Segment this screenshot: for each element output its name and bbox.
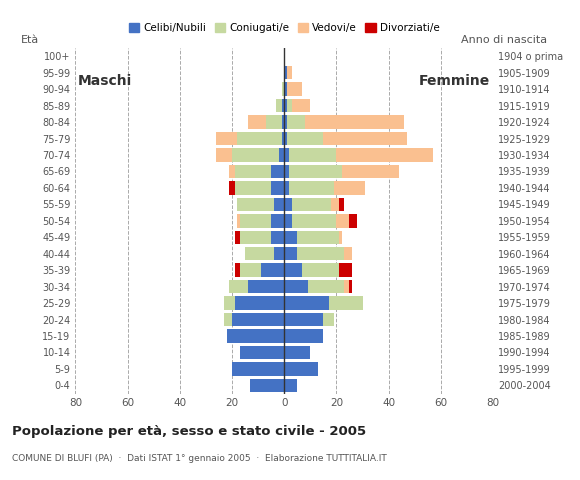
Bar <box>279 148 284 162</box>
Bar <box>245 247 274 261</box>
Bar <box>232 362 284 376</box>
Bar <box>216 132 237 145</box>
Bar <box>284 99 287 112</box>
Bar <box>282 83 284 96</box>
Bar <box>284 379 298 392</box>
Bar <box>284 280 308 293</box>
Bar <box>284 132 287 145</box>
Bar <box>289 148 336 162</box>
Bar <box>237 198 274 211</box>
Bar <box>282 99 284 112</box>
Bar <box>284 329 324 343</box>
Bar <box>287 83 303 96</box>
Bar <box>292 214 336 228</box>
Bar <box>216 148 232 162</box>
Bar <box>235 230 240 244</box>
Bar <box>224 313 232 326</box>
Bar <box>266 115 282 129</box>
Bar <box>282 132 284 145</box>
Bar <box>303 264 339 277</box>
Bar <box>274 247 284 261</box>
Bar <box>240 214 271 228</box>
Bar <box>284 247 298 261</box>
Bar <box>324 313 334 326</box>
Bar <box>345 247 352 261</box>
Bar <box>324 132 407 145</box>
Bar <box>230 181 235 194</box>
Bar <box>339 198 345 211</box>
Bar <box>349 280 352 293</box>
Bar <box>284 198 292 211</box>
Bar <box>230 280 248 293</box>
Bar <box>237 132 282 145</box>
Bar <box>282 115 284 129</box>
Bar <box>336 148 433 162</box>
Bar <box>287 99 292 112</box>
Bar <box>339 230 342 244</box>
Bar <box>271 165 284 178</box>
Bar <box>336 214 349 228</box>
Bar <box>232 148 279 162</box>
Bar <box>284 346 310 359</box>
Bar <box>251 379 284 392</box>
Bar <box>284 230 298 244</box>
Bar <box>287 66 292 79</box>
Bar <box>292 198 331 211</box>
Bar <box>232 313 284 326</box>
Bar <box>284 296 329 310</box>
Bar <box>289 181 334 194</box>
Bar <box>274 198 284 211</box>
Bar <box>329 296 362 310</box>
Bar <box>227 329 284 343</box>
Bar <box>240 230 271 244</box>
Bar <box>235 264 240 277</box>
Bar <box>284 148 289 162</box>
Bar <box>334 181 365 194</box>
Bar <box>261 264 284 277</box>
Bar <box>284 66 287 79</box>
Bar <box>230 165 235 178</box>
Bar <box>305 115 404 129</box>
Bar <box>308 280 345 293</box>
Bar <box>240 346 284 359</box>
Bar <box>240 264 261 277</box>
Bar <box>271 181 284 194</box>
Bar <box>349 214 357 228</box>
Bar <box>224 296 235 310</box>
Bar <box>287 132 324 145</box>
Text: Età: Età <box>21 35 39 45</box>
Text: Anno di nascita: Anno di nascita <box>461 35 548 45</box>
Bar <box>331 198 339 211</box>
Text: COMUNE DI BLUFI (PA)  ·  Dati ISTAT 1° gennaio 2005  ·  Elaborazione TUTTITALIA.: COMUNE DI BLUFI (PA) · Dati ISTAT 1° gen… <box>12 454 386 463</box>
Bar <box>342 165 399 178</box>
Text: Popolazione per età, sesso e stato civile - 2005: Popolazione per età, sesso e stato civil… <box>12 425 366 438</box>
Bar <box>339 264 352 277</box>
Text: Maschi: Maschi <box>78 74 132 88</box>
Bar <box>271 230 284 244</box>
Bar <box>276 99 282 112</box>
Text: Femmine: Femmine <box>419 74 491 88</box>
Bar <box>284 313 324 326</box>
Bar <box>284 115 287 129</box>
Bar <box>284 165 289 178</box>
Bar <box>248 115 266 129</box>
Bar <box>234 181 271 194</box>
Bar <box>248 280 284 293</box>
Bar <box>284 83 287 96</box>
Bar <box>284 214 292 228</box>
Bar <box>292 99 310 112</box>
Bar <box>298 247 345 261</box>
Bar <box>284 181 289 194</box>
Legend: Celibi/Nubili, Coniugati/e, Vedovi/e, Divorziati/e: Celibi/Nubili, Coniugati/e, Vedovi/e, Di… <box>125 19 444 37</box>
Bar <box>284 264 303 277</box>
Bar <box>271 214 284 228</box>
Bar <box>287 115 305 129</box>
Bar <box>345 280 350 293</box>
Bar <box>289 165 342 178</box>
Bar <box>284 362 318 376</box>
Bar <box>298 230 339 244</box>
Bar <box>235 296 284 310</box>
Bar <box>234 165 271 178</box>
Bar <box>237 214 240 228</box>
